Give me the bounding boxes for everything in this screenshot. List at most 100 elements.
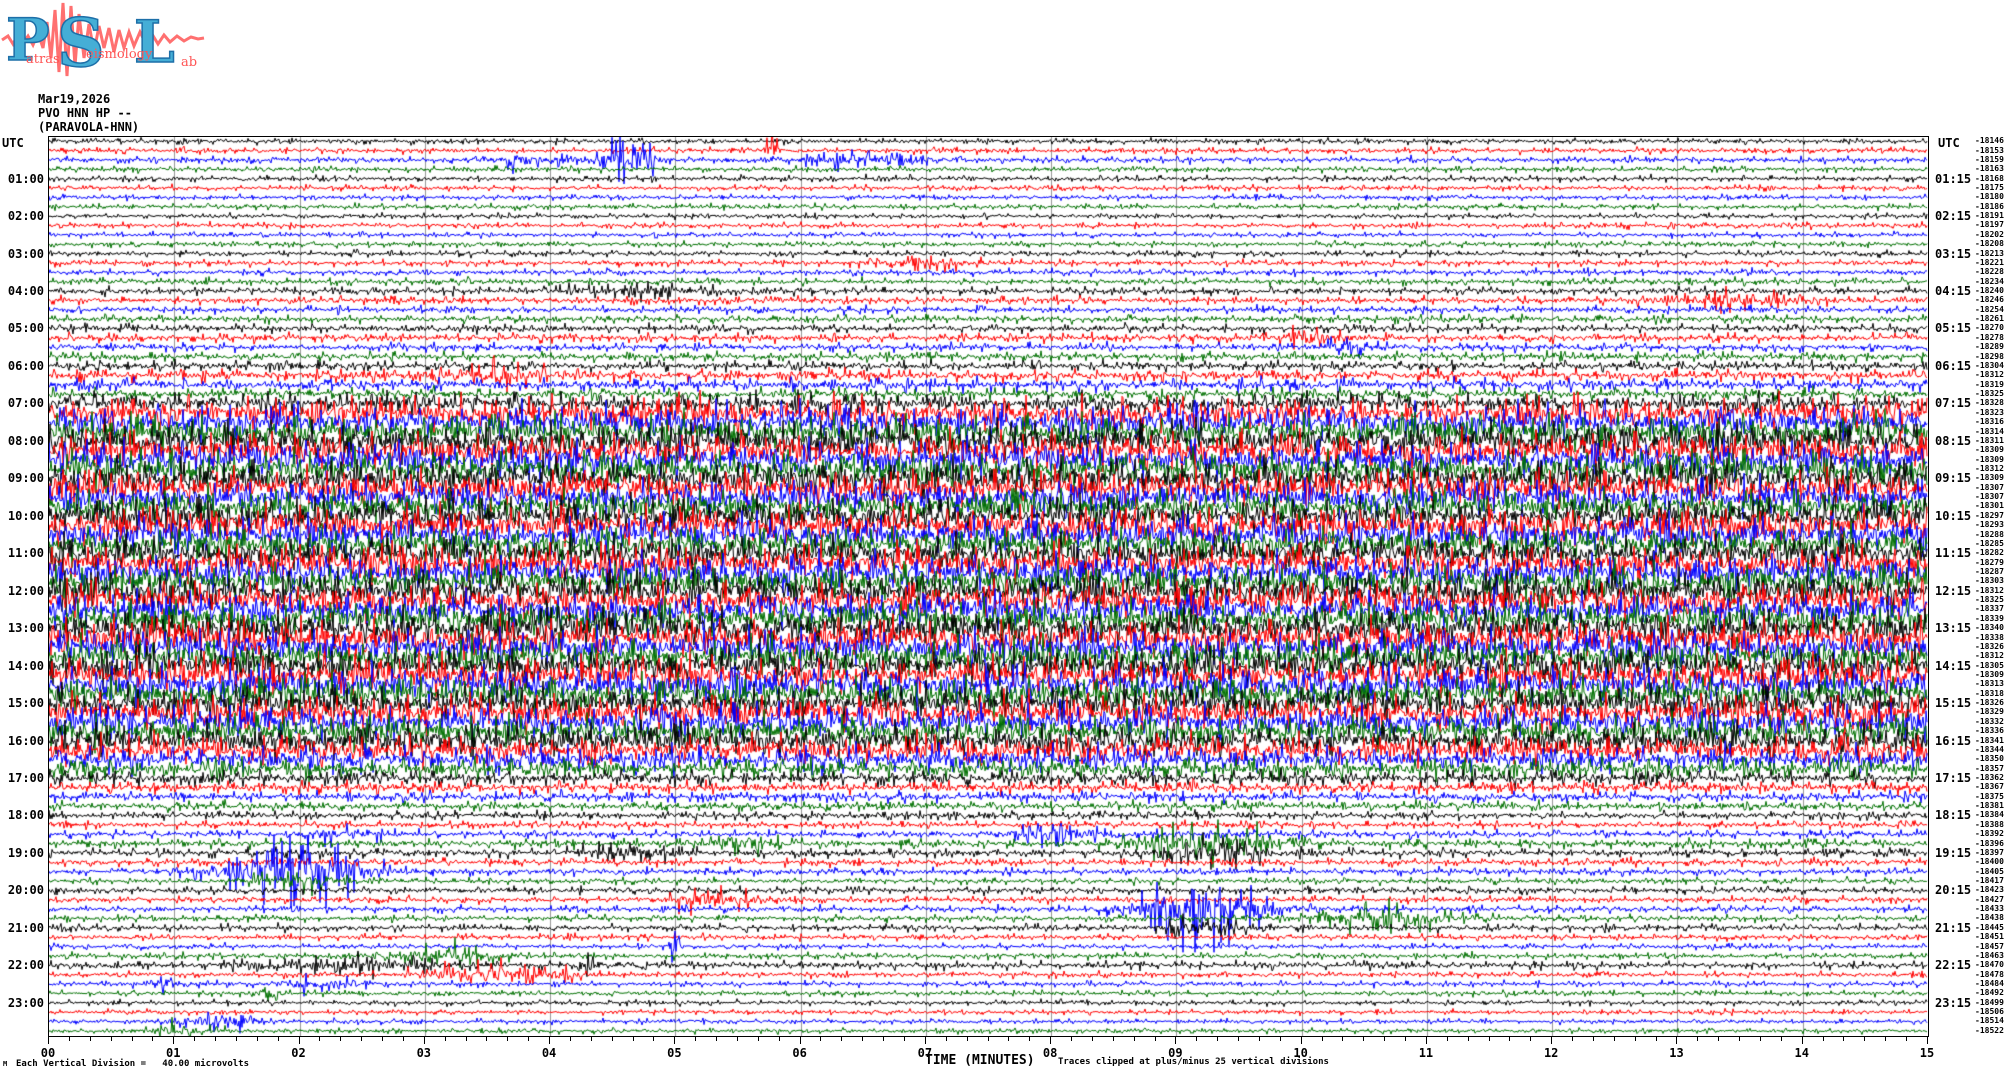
left-time-label: 03:00: [7, 246, 44, 261]
minor-tick: [569, 1037, 571, 1041]
trace-end-value: -18319: [1975, 379, 2004, 389]
minor-tick: [1238, 1037, 1240, 1041]
minor-tick: [1864, 1037, 1866, 1041]
major-tick: [1300, 1037, 1302, 1044]
trace-end-value: -18362: [1975, 772, 2004, 782]
trace-end-value: -18307: [1975, 482, 2004, 492]
trace-end-value: -18309: [1975, 473, 2004, 483]
trace-end-value: -18492: [1975, 988, 2004, 998]
right-time-label: 02:15: [1935, 209, 1972, 224]
minor-tick: [1091, 1037, 1093, 1041]
minor-tick: [1718, 1037, 1720, 1041]
trace-end-value: -18522: [1975, 1025, 2004, 1035]
minor-tick: [1488, 1037, 1490, 1041]
minor-tick: [528, 1037, 530, 1041]
left-time-label: 20:00: [7, 883, 44, 898]
right-time-label: 16:15: [1935, 733, 1972, 748]
right-time-label: 13:15: [1935, 621, 1972, 636]
major-tick: [298, 1037, 300, 1044]
right-time-label: 01:15: [1935, 171, 1972, 186]
logo-waveform: [1, 2, 205, 77]
trace-end-value: -18309: [1975, 454, 2004, 464]
left-time-label: 21:00: [7, 920, 44, 935]
trace-end-value: -18357: [1975, 763, 2004, 773]
minor-tick: [862, 1037, 864, 1041]
minor-tick: [1467, 1037, 1469, 1041]
major-tick: [48, 1037, 49, 1044]
minor-tick: [1530, 1037, 1532, 1041]
x-tick-label: 11: [1418, 1046, 1434, 1060]
trace-end-value: -18298: [1975, 351, 2004, 361]
trace-end-value: -18282: [1975, 548, 2004, 558]
left-time-label: 16:00: [7, 733, 44, 748]
trace-end-value: -18287: [1975, 566, 2004, 576]
trace-end-value: -18445: [1975, 922, 2004, 932]
minor-tick: [945, 1037, 947, 1041]
minor-tick: [987, 1037, 989, 1041]
trace-end-value: -18344: [1975, 744, 2004, 754]
logo-word-eismology: eismology: [86, 47, 153, 62]
minor-tick: [1822, 1037, 1824, 1041]
right-time-label: 09:15: [1935, 471, 1972, 486]
minor-tick: [486, 1037, 488, 1041]
plot-border: [48, 136, 1929, 1037]
header-station: (PARAVOLA-HNN): [38, 120, 140, 134]
trace-end-value: -18451: [1975, 932, 2004, 942]
trace-end-value: -18470: [1975, 960, 2004, 970]
right-time-label: 17:15: [1935, 770, 1972, 785]
minor-tick: [235, 1037, 237, 1041]
minor-tick: [1655, 1037, 1657, 1041]
left-time-label: 23:00: [7, 995, 44, 1010]
trace-end-value: -18175: [1975, 183, 2004, 193]
minor-tick: [1697, 1037, 1699, 1041]
left-time-label: 04:00: [7, 284, 44, 299]
x-tick-label: 14: [1794, 1046, 1809, 1060]
x-tick-label: 13: [1669, 1046, 1684, 1060]
left-time-label: 13:00: [7, 621, 44, 636]
minor-tick: [611, 1037, 613, 1041]
left-time-label: 18:00: [7, 808, 44, 823]
left-time-label: 01:00: [7, 171, 44, 186]
trace-end-value: -18341: [1975, 735, 2004, 745]
major-tick: [1551, 1037, 1553, 1044]
trace-end-value: -18312: [1975, 370, 2004, 380]
minor-tick: [319, 1037, 321, 1041]
trace-end-value: -18313: [1975, 679, 2004, 689]
right-time-label: 06:15: [1935, 358, 1972, 373]
right-time-label: 14:15: [1935, 658, 1972, 673]
minor-tick: [632, 1037, 634, 1041]
trace-end-value: -18396: [1975, 838, 2004, 848]
minor-tick: [1217, 1037, 1219, 1041]
left-time-label: 06:00: [7, 358, 44, 373]
trace-end-value: -18297: [1975, 510, 2004, 520]
minor-tick: [1634, 1037, 1636, 1041]
trace-end-value: -18405: [1975, 866, 2004, 876]
minor-tick: [820, 1037, 822, 1041]
trace-end-value: -18514: [1975, 1016, 2004, 1026]
scale-note: Each Vertical Division = 40.00 microvolt…: [16, 1059, 249, 1069]
minor-tick: [1133, 1037, 1135, 1041]
minor-tick: [736, 1037, 738, 1041]
trace-end-value: -18506: [1975, 1007, 2004, 1017]
major-tick: [924, 1037, 926, 1044]
minor-tick: [89, 1037, 91, 1041]
trace-end-value: -18340: [1975, 623, 2004, 633]
clip-note: Traces clipped at plus/minus 25 vertical…: [1058, 1057, 1329, 1067]
seismogram-canvas: [49, 137, 1928, 1036]
logo-word-ab: ab: [181, 55, 197, 70]
trace-end-value: -18180: [1975, 192, 2004, 202]
left-time-label: 17:00: [7, 770, 44, 785]
trace-end-value: -18311: [1975, 435, 2004, 445]
trace-end-value: -18285: [1975, 538, 2004, 548]
trace-end-value: -18392: [1975, 829, 2004, 839]
x-tick-label: 03: [416, 1046, 432, 1060]
trace-end-value: -18400: [1975, 857, 2004, 867]
trace-end-value: -18463: [1975, 950, 2004, 960]
minor-tick: [1008, 1037, 1010, 1041]
minor-tick: [1112, 1037, 1114, 1041]
minor-tick: [695, 1037, 697, 1041]
trace-end-value: -18254: [1975, 304, 2004, 314]
minor-tick: [1759, 1037, 1761, 1041]
minor-tick: [340, 1037, 342, 1041]
